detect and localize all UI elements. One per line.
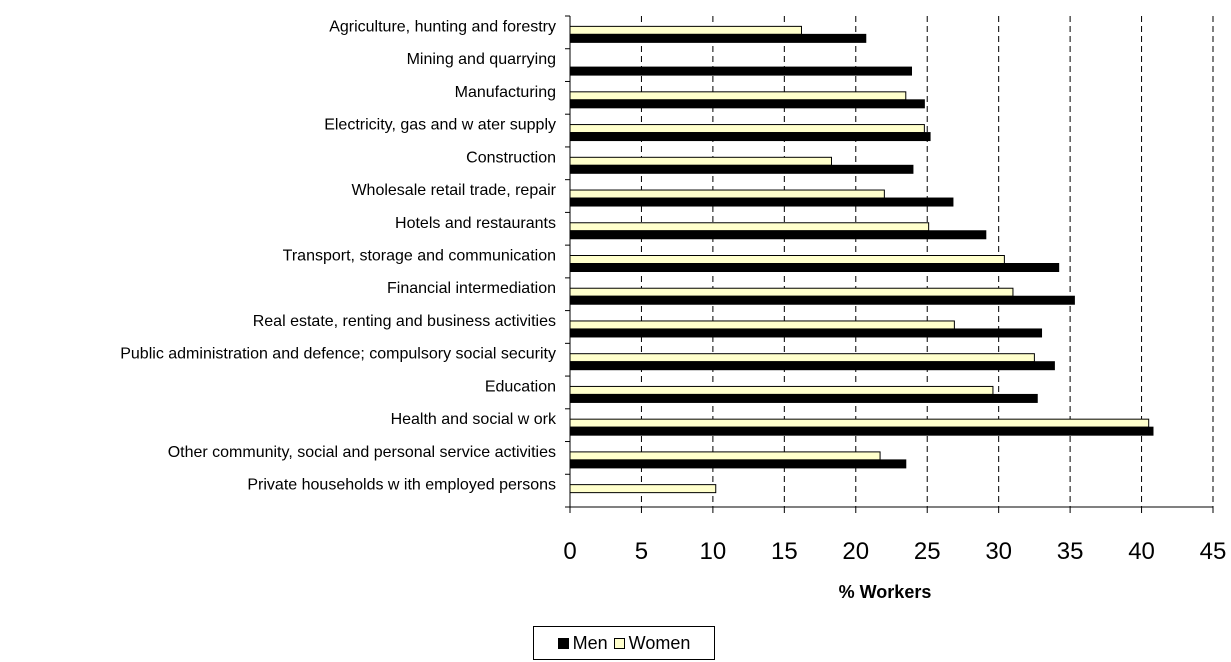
x-tick-label-45: 45 [1200, 538, 1227, 565]
bar-men-4 [569, 164, 914, 174]
bar-women-3 [569, 124, 925, 134]
category-label-1: Mining and quarrying [407, 51, 556, 68]
category-label-3: Electricity, gas and w ater supply [324, 117, 556, 134]
x-tick-label-35: 35 [1057, 538, 1084, 565]
category-label-9: Real estate, renting and business activi… [253, 313, 556, 330]
x-tick-label-20: 20 [842, 538, 869, 565]
bar-women-11 [569, 385, 994, 395]
bar-women-2 [569, 91, 907, 101]
bar-men-10 [569, 361, 1055, 371]
bar-men-0 [569, 33, 867, 43]
bar-women-7 [569, 255, 1005, 264]
category-label-2: Manufacturing [455, 84, 556, 101]
category-label-4: Construction [466, 149, 556, 166]
bar-women-4 [569, 156, 832, 166]
bar-men-7 [569, 263, 1060, 272]
legend-swatch-women [613, 637, 625, 649]
category-label-6: Hotels and restaurants [395, 215, 556, 232]
bar-women-6 [569, 222, 930, 232]
x-tick-label-30: 30 [985, 538, 1012, 565]
bar-men-3 [569, 132, 931, 142]
category-label-0: Agriculture, hunting and forestry [329, 18, 556, 35]
bar-men-6 [569, 230, 987, 240]
category-label-11: Education [485, 378, 556, 395]
legend: Men Women [533, 626, 715, 660]
legend-label-men: Men [572, 632, 608, 653]
bar-women-12 [569, 418, 1150, 428]
bar-women-5 [569, 189, 885, 199]
bar-men-11 [569, 393, 1038, 403]
category-label-7: Transport, storage and communication [283, 248, 556, 265]
legend-item-men: Men [557, 632, 608, 654]
category-label-10: Public administration and defence; compu… [120, 346, 556, 363]
bar-women-14 [569, 484, 717, 494]
x-tick-label-0: 0 [563, 538, 576, 565]
bar-women-0 [569, 25, 802, 35]
bar-men-12 [569, 426, 1154, 436]
labels: Agriculture, hunting and forestry Mining … [120, 18, 1226, 565]
bar-men-5 [569, 197, 954, 207]
bars [569, 25, 1154, 494]
category-label-8: Financial intermediation [387, 280, 556, 297]
x-tick-label-5: 5 [635, 538, 648, 565]
bar-women-13 [569, 451, 881, 461]
bar-women-10 [569, 353, 1035, 363]
x-tick-label-15: 15 [771, 538, 798, 565]
x-tick-label-10: 10 [700, 538, 727, 565]
bar-men-13 [569, 459, 907, 469]
axes [565, 15, 1214, 513]
bar-men-9 [569, 328, 1043, 338]
x-axis-title: % Workers [839, 582, 932, 602]
x-tick-label-40: 40 [1128, 538, 1155, 565]
legend-item-women: Women [613, 632, 691, 654]
bar-women-8 [569, 287, 1014, 297]
bar-men-1 [569, 66, 913, 76]
category-label-5: Wholesale retail trade, repair [351, 182, 556, 199]
category-label-12: Health and social w ork [391, 411, 557, 428]
legend-swatch-men [557, 637, 569, 649]
bar-men-2 [569, 99, 925, 109]
legend-label-women: Women [628, 632, 691, 653]
x-tick-label-25: 25 [914, 538, 941, 565]
category-label-14: Private households w ith employed person… [247, 477, 556, 494]
bar-men-8 [569, 295, 1075, 305]
bar-women-9 [569, 320, 955, 330]
category-label-13: Other community, social and personal ser… [168, 444, 556, 461]
